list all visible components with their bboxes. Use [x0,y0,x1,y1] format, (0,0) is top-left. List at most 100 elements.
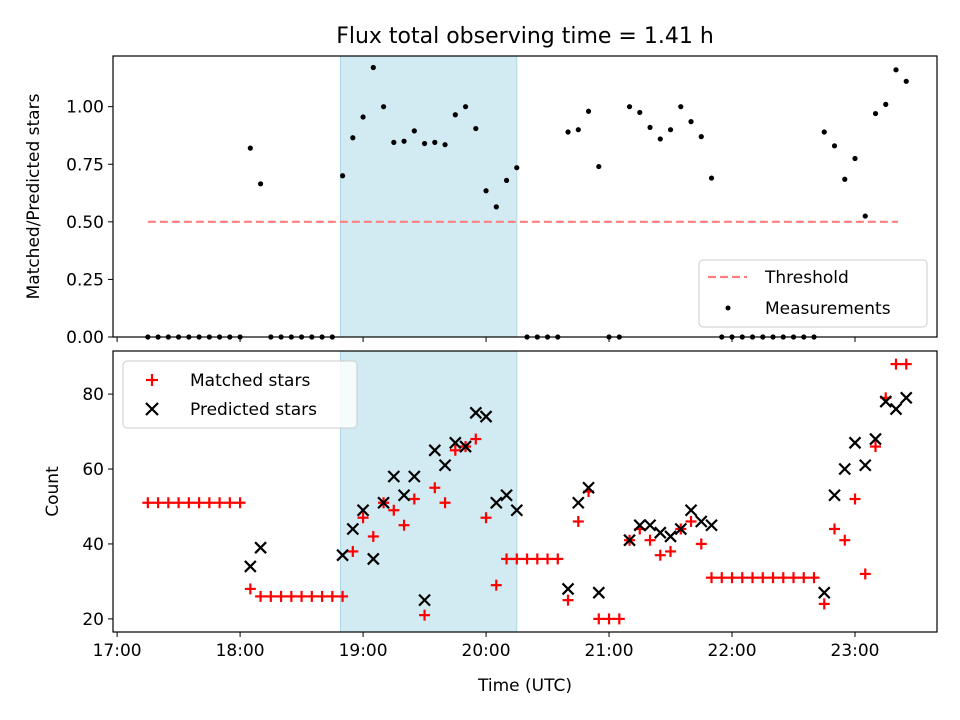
measurement-point [452,112,458,118]
matched-point [419,609,431,621]
predicted-point [367,552,380,566]
matched-point [357,512,369,524]
measurement-point [903,78,909,84]
matched-point [275,590,287,602]
predicted-point-b [438,458,452,472]
legend-matched-label: Matched stars [190,371,310,391]
measurement-point [657,136,663,142]
x-tick-label: 17:00 [93,641,142,661]
predicted-point [377,496,390,510]
predicted-point [899,391,913,405]
y-tick-label: 20 [82,610,104,630]
matched-point [521,553,533,565]
matched-point [214,497,226,509]
predicted-point-b [684,503,698,517]
predicted-point [490,496,503,510]
legend: Threshold Measurements [698,259,928,328]
measurement-point [678,104,684,110]
predicted-point-b [469,406,483,420]
predicted-point [633,518,647,532]
matched-point [490,579,502,591]
predicted-point [428,444,442,457]
matched-point [173,497,185,509]
predicted-point-b [500,488,513,502]
matched-point [839,534,851,546]
measurement-point [842,176,848,182]
measurement-point [493,204,499,210]
predicted-point [664,530,677,543]
predicted-point [674,522,688,536]
highlight-band [340,350,518,633]
ratio-panel: 0.00 0.25 0.50 0.75 1.00 Matched/Predicted s… [24,55,938,348]
matched-point [767,572,779,584]
predicted-point [572,496,585,510]
legend-predicted-swatch [145,402,159,416]
predicted-point [695,515,708,528]
matched-point [367,530,379,542]
matched-point [511,553,523,565]
matched-point [808,572,820,584]
plot-frame [112,350,938,633]
predicted-point-b [828,488,841,502]
y-tick-group: 0.00 0.25 0.50 0.75 1.00 [66,98,113,348]
predicted-point [561,582,575,596]
measurement-point [514,165,520,171]
matched-point [798,572,810,584]
matched-point [255,590,267,602]
legend-threshold-label: Threshold [764,268,849,288]
measurement-point [575,127,581,133]
predicted-point [449,436,462,450]
predicted-point-b [572,496,585,510]
matched-point [203,497,215,509]
highlight-band [340,55,518,338]
matched-point [654,549,666,561]
measurement-point [565,129,571,135]
measurement-point [596,163,602,170]
matched-point [531,553,543,565]
matched-point [849,493,861,505]
predicted-point [582,481,595,495]
measurement-point [831,143,838,149]
matched-point [890,358,902,370]
matched-point [162,497,174,509]
matched-point [829,523,841,535]
matched-point [818,598,830,610]
predicted-point [356,503,370,517]
y-tick-label: 60 [82,460,104,480]
matched-point [347,545,359,557]
y-tick-group: 20 40 60 80 [82,385,113,630]
predicted-point-b [858,458,872,472]
legend-predicted-label: Predicted stars [190,400,317,420]
x-tick-label: 19:00 [339,641,388,661]
predicted-point [879,395,893,408]
y-axis-label: Matched/Predicted stars [24,93,44,299]
matched-point [244,583,256,595]
matched-point [316,590,328,602]
measurement-point [370,64,376,71]
matched-point [501,553,513,565]
matched-point [542,553,554,565]
matched-point [593,613,605,625]
predicted-point [623,533,636,547]
predicted-point [643,518,657,532]
measurement-point [257,181,264,187]
predicted-point-b [479,410,493,423]
predicted-point [817,586,831,599]
predicted-point-b [817,586,831,599]
matched-point [572,515,584,527]
predicted-point [244,560,257,573]
measurement-point [872,110,879,117]
y-tick-label: 80 [82,385,104,405]
measurement-point [667,127,674,133]
predicted-point-b [244,560,257,573]
predicted-point-b [418,593,431,607]
predicted-point-b [592,586,606,599]
predicted-point-b [397,488,411,502]
predicted-point [397,488,411,502]
matched-point [603,613,615,625]
predicted-point-b [674,522,688,536]
predicted-point [654,526,667,539]
legend-measure-label: Measurements [765,299,891,319]
matched-point [685,515,697,527]
matched-point [408,493,420,505]
